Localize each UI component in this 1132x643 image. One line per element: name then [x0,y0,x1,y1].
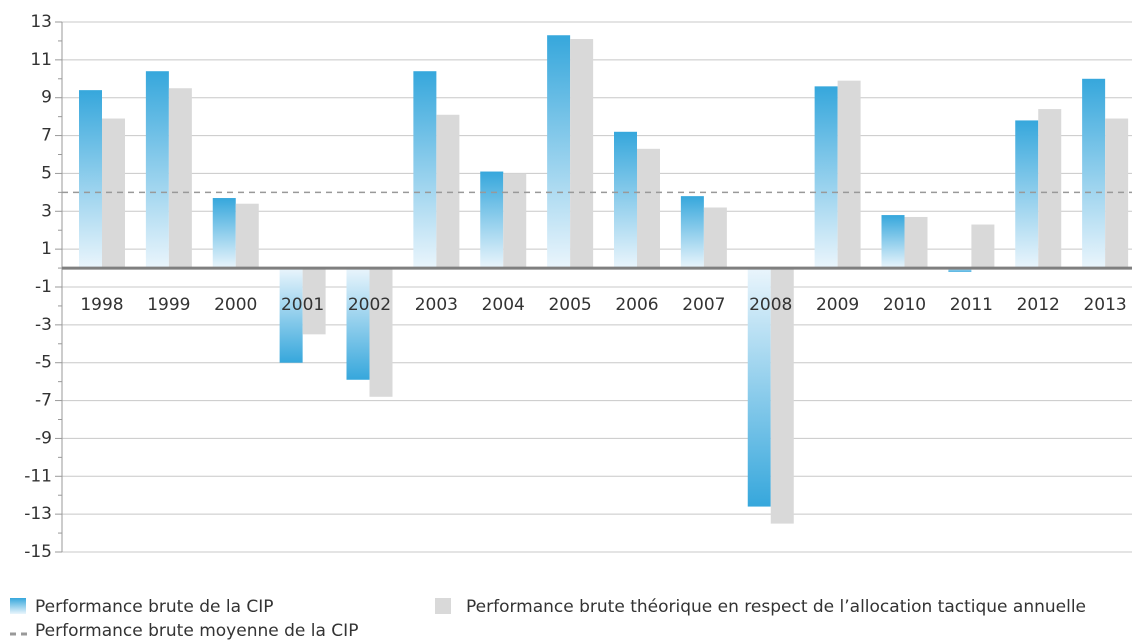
y-tick-label: 3 [41,201,52,221]
legend-label: Performance brute moyenne de la CIP [35,621,358,641]
bar [145,71,169,269]
y-tick-label: -3 [35,315,52,335]
bar [212,198,236,269]
bar [436,114,460,269]
bar [547,35,571,269]
legend-swatch [435,598,451,614]
bar [1015,120,1039,269]
legend-label: Performance brute de la CIP [35,597,274,617]
x-tick-label: 2000 [214,295,257,315]
x-tick-label: 2013 [1083,295,1126,315]
bar [279,268,303,363]
bar [346,268,370,380]
bar [703,207,727,269]
y-tick-label: 11 [30,50,52,70]
bar [837,80,861,269]
bar [413,71,437,269]
x-tick-label: 2007 [682,295,725,315]
y-tick-label: 5 [41,163,52,183]
x-tick-label: 2011 [950,295,993,315]
bar [102,118,125,269]
y-tick-label: 7 [41,126,52,146]
x-tick-label: 2012 [1017,295,1060,315]
bar [79,90,102,269]
y-tick-label: -7 [35,391,52,411]
y-tick-label: 1 [41,239,52,259]
y-tick-label: -11 [24,466,52,486]
y-tick-label: -5 [35,353,52,373]
bar [770,268,794,524]
bar [503,173,527,269]
bar [1105,118,1129,269]
bar [680,196,704,269]
bar [570,39,594,269]
bar [1082,78,1106,269]
y-tick-label: -13 [24,504,52,524]
bar [904,216,928,269]
bar [235,203,259,269]
x-tick-label: 2004 [482,295,525,315]
legend-swatch [10,598,26,614]
y-tick-label: -15 [24,542,52,562]
x-tick-label: 2006 [615,295,658,315]
bar [302,268,326,335]
x-tick-label: 2001 [281,295,324,315]
x-tick-label: 1998 [80,295,123,315]
bar [1038,109,1062,269]
y-tick-label: 13 [30,12,52,32]
bar [948,268,972,272]
bar [369,268,393,397]
bar [814,86,838,269]
bar [747,268,771,507]
bar [971,224,995,269]
x-tick-label: 2005 [548,295,591,315]
legend-label: Performance brute théorique en respect d… [466,597,1086,617]
bar [480,171,504,269]
bar [614,131,637,269]
y-tick-label: -1 [35,277,52,297]
bar [168,88,192,269]
y-tick-label: -9 [35,428,52,448]
x-tick-label: 2008 [749,295,792,315]
bar [637,148,660,269]
x-tick-label: 2003 [415,295,458,315]
x-tick-label: 2010 [883,295,926,315]
x-tick-label: 1999 [147,295,190,315]
x-tick-label: 2002 [348,295,391,315]
x-tick-label: 2009 [816,295,859,315]
bar [881,215,905,269]
y-tick-label: 9 [41,88,52,108]
